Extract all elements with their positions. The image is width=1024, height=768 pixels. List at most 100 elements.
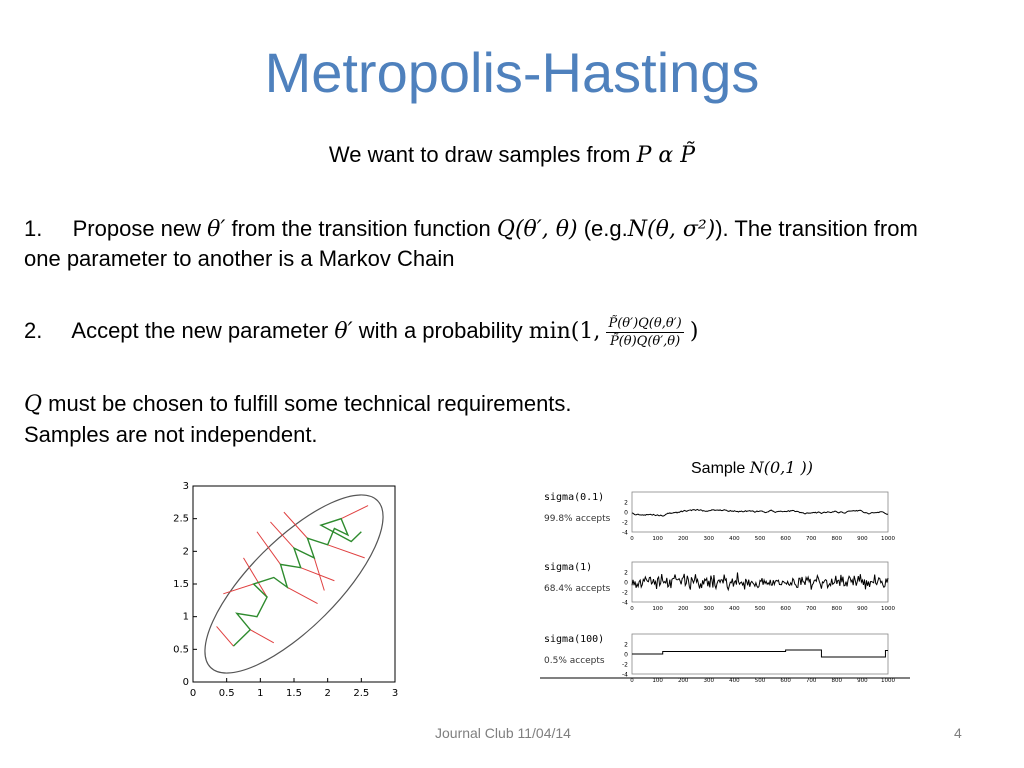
step-2-text-a: Accept the new parameter (71, 318, 329, 343)
trace-x-tick-label: 400 (729, 606, 740, 612)
trace-x-tick-label: 300 (704, 536, 715, 542)
step-1-text-c: (e.g. (583, 216, 628, 241)
trace-x-tick-label: 0 (630, 606, 634, 612)
step-2-text-b: with a probability (358, 318, 523, 343)
page-number: 4 (954, 725, 962, 741)
trace-y-tick-label: 0 (624, 652, 628, 659)
trace-y-tick-label: -4 (622, 600, 628, 607)
y-tick-label: 2.5 (173, 514, 189, 525)
y-tick-label: 0 (183, 677, 189, 688)
note-q-text: must be chosen to fulfill some technical… (48, 391, 572, 416)
rejected-move (313, 557, 325, 591)
trace-x-tick-label: 300 (704, 678, 715, 682)
trace-x-tick-label: 200 (678, 606, 689, 612)
trace-x-tick-label: 200 (678, 536, 689, 542)
step-2: 2. Accept the new parameter θ′ with a pr… (24, 306, 698, 356)
rejected-move (270, 521, 295, 549)
trace-x-tick-label: 0 (630, 678, 634, 682)
sample-caption: Sample N(0,1 )) (691, 458, 813, 478)
x-tick-label: 0 (190, 688, 196, 698)
note-q-symbol: Q (24, 392, 43, 417)
rejected-move (287, 586, 318, 605)
trace-x-tick-label: 400 (729, 678, 740, 682)
y-tick-label: 2 (183, 546, 189, 557)
trace-x-tick-label: 900 (857, 536, 868, 542)
trace-x-tick-label: 500 (755, 536, 766, 542)
trace-x-tick-label: 0 (630, 536, 634, 542)
trace-x-tick-label: 800 (832, 678, 843, 682)
step-1-text-b: from the transition function (231, 216, 491, 241)
trace-x-tick-label: 700 (806, 678, 817, 682)
rejected-move (340, 505, 369, 520)
acceptance-ratio: P̃(θ′)Q(θ,θ′) P̃(θ)Q(θ′,θ) (606, 315, 684, 350)
step-1-normal: N(θ, σ²) (627, 217, 716, 242)
trace-frame (631, 633, 889, 675)
rejected-move (216, 626, 234, 647)
slide-title: Metropolis-Hastings (264, 41, 760, 104)
trace-x-tick-label: 900 (857, 606, 868, 612)
rejected-move (283, 511, 308, 539)
trace-x-tick-label: 600 (780, 678, 791, 682)
trace-x-tick-label: 700 (806, 536, 817, 542)
x-tick-label: 1.5 (286, 688, 302, 698)
trace-x-tick-label: 100 (652, 606, 663, 612)
rejected-move (300, 567, 335, 582)
trace-x-tick-label: 200 (678, 678, 689, 682)
step-1-theta-prime: θ′ (207, 217, 226, 242)
trace-x-tick-label: 800 (832, 606, 843, 612)
trace-accept-rate: 99.8% accepts (544, 514, 611, 524)
trace-x-tick-label: 1000 (881, 536, 895, 542)
trace-name-label: sigma(100) (544, 634, 604, 645)
trace-y-tick-label: 2 (624, 642, 628, 649)
trace-x-tick-label: 800 (832, 536, 843, 542)
sample-caption-math: N(0,1 )) (749, 458, 813, 477)
step-1-transition-fn: Q(θ′, θ) (496, 217, 578, 242)
trace-y-tick-label: -4 (622, 672, 628, 679)
trace-series (631, 508, 889, 517)
step-1-number: 1. (24, 216, 43, 241)
trace-x-tick-label: 100 (652, 536, 663, 542)
trace-y-tick-label: -4 (622, 530, 628, 537)
trace-name-label: sigma(0.1) (544, 492, 604, 503)
trace-name-label: sigma(1) (544, 562, 592, 573)
trace-accept-rate: 68.4% accepts (544, 584, 611, 594)
target-ellipse (204, 494, 384, 674)
subtitle-text: We want to draw samples from (328, 142, 631, 167)
x-tick-label: 2.5 (353, 688, 369, 698)
trace-y-tick-label: -2 (622, 520, 628, 527)
y-tick-label: 0.5 (173, 644, 189, 655)
trace-y-tick-label: 0 (624, 580, 628, 587)
trace-x-tick-label: 600 (780, 536, 791, 542)
sample-caption-text: Sample (691, 460, 746, 477)
trace-y-tick-label: 2 (624, 570, 628, 577)
step-1: 1. Propose new θ′ from the transition fu… (24, 214, 918, 245)
rejected-move (223, 583, 254, 595)
trace-x-tick-label: 1000 (881, 678, 895, 682)
ratio-denominator: P̃(θ)Q(θ′,θ) (609, 333, 681, 349)
rejected-move (256, 531, 281, 565)
y-tick-label: 1 (183, 612, 189, 623)
trace-accept-rate: 0.5% accepts (544, 656, 605, 666)
step-2-min: min(1, (528, 319, 601, 344)
trace-x-tick-label: 300 (704, 606, 715, 612)
trace-x-tick-label: 100 (652, 678, 663, 682)
trace-x-tick-label: 500 (755, 606, 766, 612)
trace-y-tick-label: 0 (624, 510, 628, 517)
rejected-move (327, 544, 365, 559)
trace-y-tick-label: -2 (622, 662, 628, 669)
x-tick-label: 1 (257, 688, 263, 698)
trace-series (632, 649, 888, 658)
trace-series (631, 572, 889, 592)
x-tick-label: 2 (324, 688, 330, 698)
ratio-numerator: P̃(θ′)Q(θ,θ′) (606, 315, 684, 333)
trace-y-tick-label: 2 (624, 500, 628, 507)
note-q: Q must be chosen to fulfill some technic… (24, 389, 572, 420)
step-2-theta-prime: θ′ (334, 319, 353, 344)
note-independence: Samples are not independent. (24, 422, 318, 447)
step-2-close: ) (689, 319, 699, 344)
step-1-text-d: ). The transition from (715, 216, 918, 241)
footer-journal-club: Journal Club 11/04/14 (435, 725, 571, 741)
trace-x-tick-label: 900 (857, 678, 868, 682)
trace-x-tick-label: 600 (780, 606, 791, 612)
